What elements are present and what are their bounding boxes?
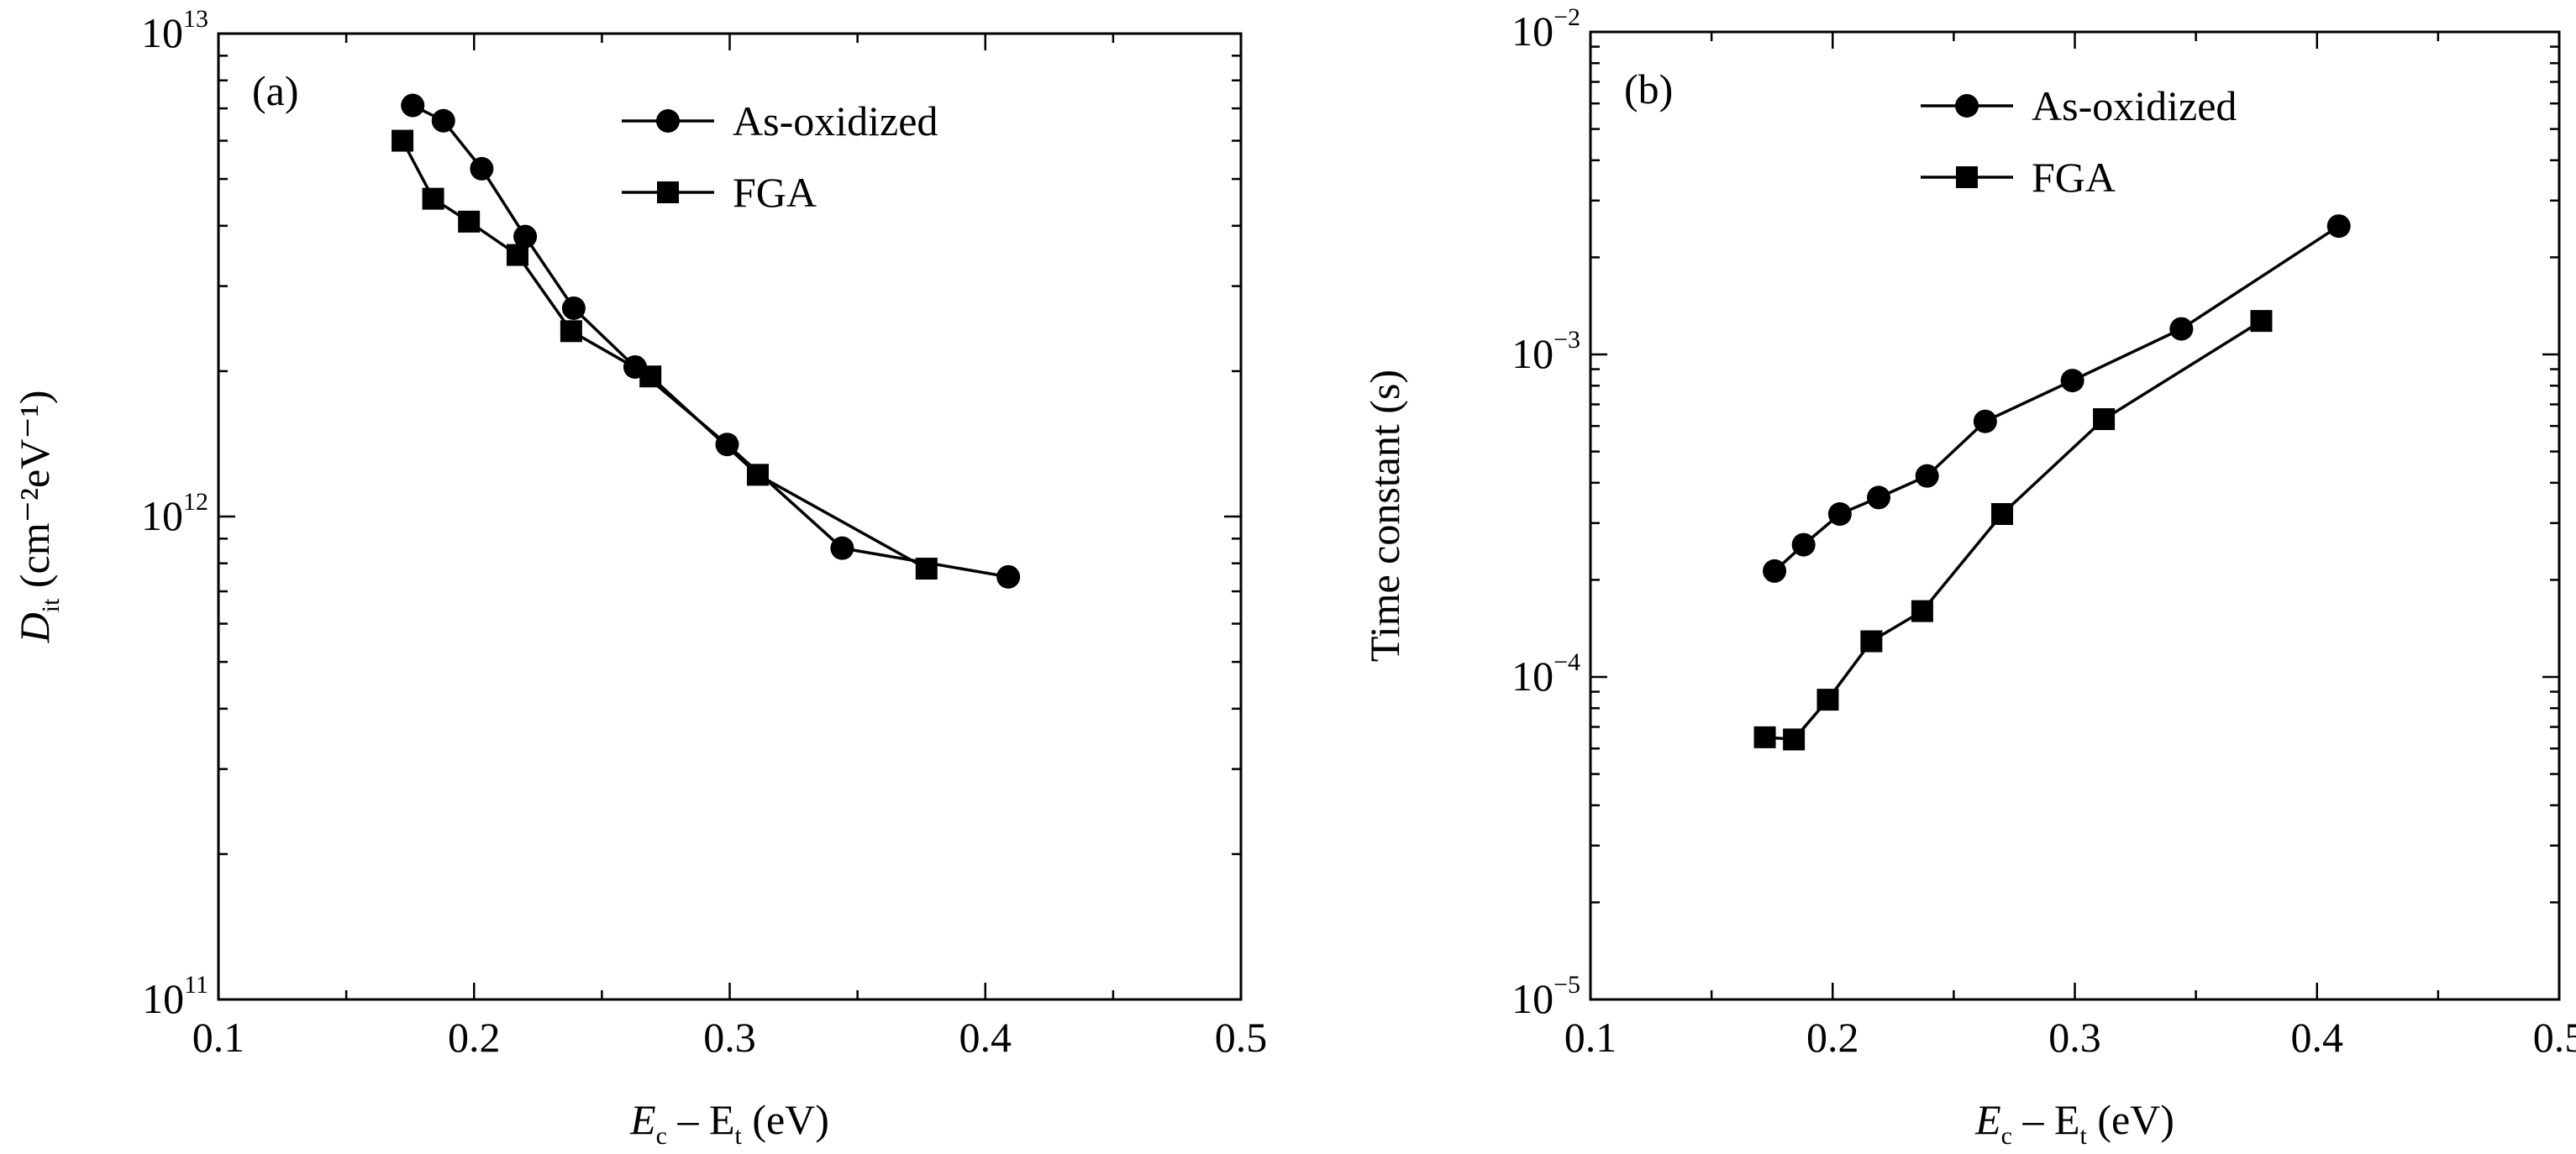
series-as-oxidized [401,93,1021,589]
data-point-fga [1860,630,1883,653]
x-axis-label: Ec – Et (eV) [1974,1096,2174,1150]
data-point-fga [1753,726,1776,748]
chart-panel-b: 0.1 0.2 0.3 0.4 0.5 10−5 10−4 10−3 10−2 Ec – Et (… [1361,3,2576,1150]
y-tick-label: 10−4 [1511,648,1580,700]
x-axis-ticks [217,34,1243,999]
x-tick-label: 0.3 [703,1014,756,1061]
series-line-as-oxidized [1773,224,2340,573]
panel-label: (a) [252,67,299,114]
data-point-fga [2093,408,2116,431]
x-tick-label: 0.5 [1215,1014,1268,1061]
legend-marker-as-oxidized [656,109,680,133]
data-point-as-oxidized [1763,559,1787,583]
legend-marker-fga [657,181,679,203]
series-fga [392,129,938,580]
x-tick-label: 0.4 [2291,1014,2344,1061]
legend-label-fga: FGA [2032,154,2116,201]
data-point-fga [422,187,444,210]
legend: As-oxidized FGA [1921,82,2237,201]
data-point-fga [1783,728,1806,751]
series-line-fga [401,139,928,570]
y-axis-label: Time constant (s) [1361,370,1408,662]
data-point-as-oxidized [830,536,854,560]
x-tick-label: 0.1 [1564,1014,1617,1061]
x-tick-label: 0.1 [192,1014,245,1061]
data-point-fga [1911,600,1933,622]
legend: As-oxidized FGA [622,97,938,216]
data-point-fga [2250,310,2273,333]
series-fga [1753,310,2273,751]
x-tick-label: 0.2 [448,1014,501,1061]
y-tick-label: 1011 [142,971,208,1022]
data-point-as-oxidized [996,564,1021,589]
data-point-as-oxidized [1867,485,1891,510]
y-tick-label: 1012 [141,488,208,539]
data-point-as-oxidized [401,93,425,118]
x-axis-label: Ec – Et (eV) [629,1096,829,1150]
x-tick-label: 0.4 [959,1014,1012,1061]
y-tick-label: 10−2 [1511,3,1580,55]
data-point-fga [639,365,662,388]
legend-label-as-oxidized: As-oxidized [733,97,938,144]
data-point-as-oxidized [1973,409,1997,433]
data-point-fga [915,558,938,580]
legend-marker-as-oxidized [1955,94,1979,118]
data-point-as-oxidized [2169,317,2194,341]
series-line-fga [1764,319,2263,742]
chart-panel-a: 0.1 0.2 0.3 0.4 0.5 1011 1012 1013 Ec – Et (eV) D… [11,5,1267,1150]
data-point-as-oxidized [431,108,455,133]
data-point-as-oxidized [1791,532,1816,557]
x-tick-label: 0.5 [2533,1014,2576,1061]
y-tick-label: 10−5 [1511,971,1580,1022]
data-point-fga [392,129,414,152]
y-axis-ticks [218,32,1241,1001]
data-point-as-oxidized [1915,464,1939,488]
y-axis-label: Dit (cm⁻²eV⁻¹) [11,391,65,644]
x-axis-ticks [1589,32,2561,999]
data-point-as-oxidized [561,296,586,320]
data-point-fga [1816,689,1839,711]
series-as-oxidized [1763,214,2351,583]
y-axis-ticks [1590,30,2559,1001]
plot-frame [217,32,1243,1001]
data-point-as-oxidized [513,224,538,249]
y-tick-label: 10−3 [1511,326,1580,377]
panel-label: (b) [1624,66,1673,113]
data-point-as-oxidized [2326,214,2351,239]
legend-marker-fga [1956,166,1978,188]
data-point-fga [506,244,528,266]
data-point-fga [746,464,769,486]
y-tick-label: 1013 [141,5,208,56]
x-tick-label: 0.2 [1806,1014,1859,1061]
data-point-as-oxidized [2060,369,2084,393]
legend-label-fga: FGA [733,169,817,216]
data-point-fga [560,320,582,343]
data-point-as-oxidized [1827,502,1852,527]
series-line-as-oxidized [412,103,1009,579]
data-point-as-oxidized [470,156,494,181]
legend-label-as-oxidized: As-oxidized [2032,82,2237,129]
data-point-fga [458,210,481,233]
data-point-fga [1991,503,2014,526]
x-tick-label: 0.3 [2048,1014,2101,1061]
